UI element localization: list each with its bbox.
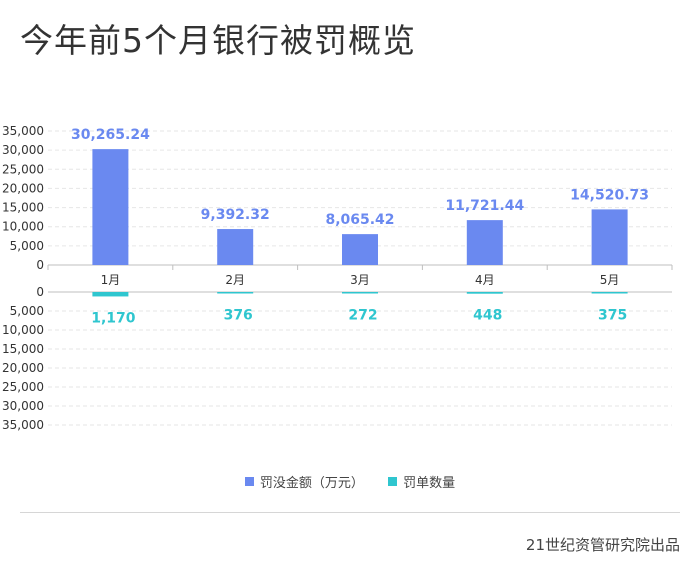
- data-label-amount: 8,065.42: [325, 212, 394, 228]
- bar-amount: [466, 220, 503, 265]
- source-credit: 21世纪资管研究院出品: [525, 536, 680, 554]
- data-label-amount: 30,265.24: [71, 127, 150, 143]
- y-tick-label-lower: 25,000: [2, 380, 44, 394]
- bar-amount: [217, 229, 254, 265]
- data-label-count: 375: [598, 308, 627, 324]
- data-label-count: 1,170: [91, 310, 136, 326]
- y-tick-label-upper: 20,000: [2, 181, 44, 195]
- y-tick-label-upper: 15,000: [2, 201, 44, 215]
- y-tick-label-upper: 5,000: [10, 239, 44, 253]
- y-tick-label-upper: 25,000: [2, 162, 44, 176]
- bar-amount: [591, 209, 628, 265]
- x-tick-label: 1月: [101, 273, 121, 287]
- y-tick-label-lower: 5,000: [10, 304, 44, 318]
- x-tick-label: 4月: [475, 273, 495, 287]
- data-label-amount: 11,721.44: [445, 198, 524, 214]
- x-tick-label: 2月: [225, 273, 245, 287]
- y-tick-label-lower: 30,000: [2, 399, 44, 413]
- divider: [20, 512, 680, 513]
- chart-title: 今年前5个月银行被罚概览: [20, 21, 416, 60]
- y-tick-label-lower: 0: [36, 285, 44, 299]
- y-tick-label-upper: 10,000: [2, 220, 44, 234]
- legend-swatch-count: [388, 477, 398, 486]
- legend-item-amount[interactable]: 罚没金额（万元）: [244, 472, 364, 491]
- y-tick-label-upper: 0: [36, 258, 44, 272]
- y-tick-label-lower: 20,000: [2, 361, 44, 375]
- legend-item-count[interactable]: 罚单数量: [388, 472, 455, 491]
- y-tick-label-lower: 15,000: [2, 342, 44, 356]
- x-tick-label: 3月: [350, 273, 370, 287]
- data-label-count: 448: [473, 308, 502, 324]
- bar-amount: [342, 234, 378, 265]
- data-label-amount: 9,392.32: [201, 207, 270, 223]
- x-tick-label: 5月: [600, 273, 620, 287]
- bar-amount: [92, 149, 129, 265]
- data-label-amount: 14,520.73: [570, 187, 649, 203]
- data-label-count: 272: [348, 308, 377, 324]
- y-tick-label-upper: 35,000: [2, 124, 44, 138]
- data-label-count: 376: [224, 308, 253, 324]
- y-tick-label-lower: 35,000: [2, 418, 44, 432]
- bar-count: [92, 292, 129, 297]
- legend-swatch-amount: [244, 477, 254, 486]
- y-tick-label-lower: 10,000: [2, 323, 44, 337]
- bar-count: [342, 292, 378, 294]
- bar-count: [466, 292, 503, 294]
- legend-label-amount: 罚没金额（万元）: [259, 476, 364, 491]
- y-tick-label-upper: 30,000: [2, 143, 44, 157]
- bar-count: [591, 292, 628, 294]
- legend-label-count: 罚单数量: [403, 476, 456, 491]
- bar-chart: 0 0 5,000 5,000 10,000 10,000 15,000 15,000 20,0…: [2, 124, 673, 432]
- legend: 罚没金额（万元） 罚单数量: [0, 472, 700, 491]
- bar-count: [217, 292, 254, 294]
